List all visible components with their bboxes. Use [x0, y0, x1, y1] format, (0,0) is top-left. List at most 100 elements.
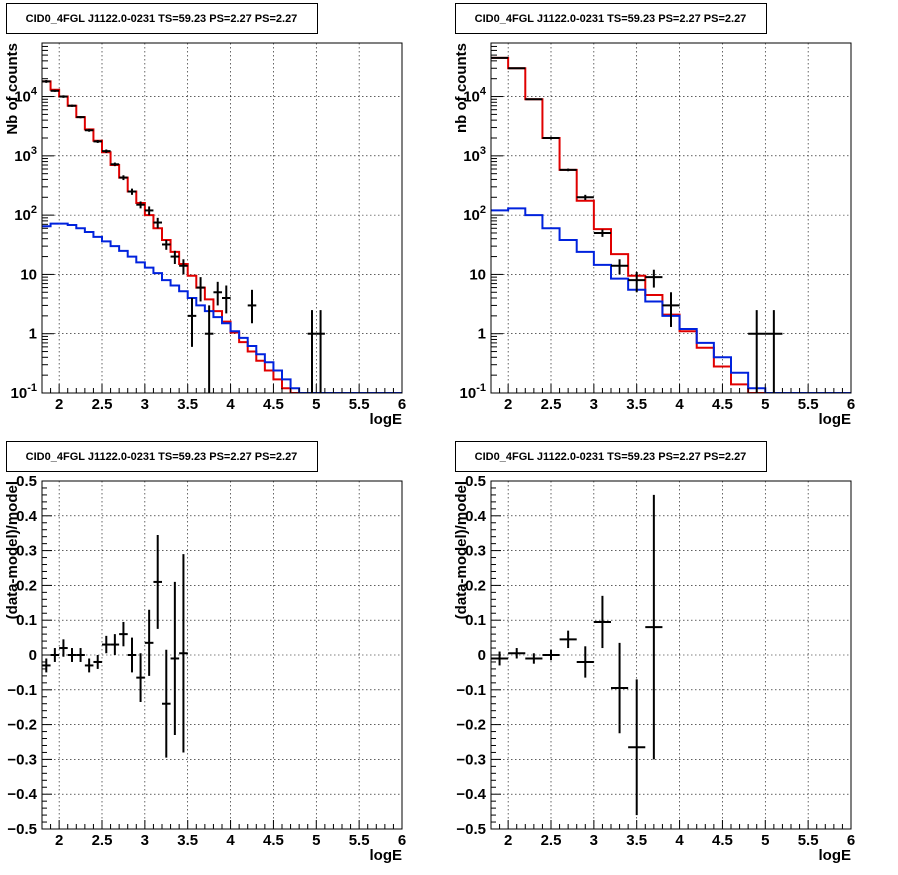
data-point [187, 298, 197, 347]
y-axis-title: Nb of counts [4, 43, 21, 135]
chart-title: CID0_4FGL J1122.0-0231 TS=59.23 PS=2.27 … [475, 451, 747, 463]
x-tick-label: 4.5 [712, 832, 733, 849]
x-tick-label: 3 [590, 396, 598, 413]
data-point [508, 67, 526, 70]
background-model-histogram [42, 222, 402, 393]
data-point [748, 310, 766, 393]
data-point [42, 80, 51, 83]
y-tick-label: 0.1 [465, 612, 486, 629]
total-model-histogram [491, 56, 851, 393]
data-point [153, 534, 162, 629]
y-tick-label: −0.3 [7, 751, 37, 768]
data-point [153, 217, 162, 229]
y-tick-label: −0.2 [456, 717, 486, 734]
data-point [50, 89, 60, 92]
y-tick-label: 10 [20, 266, 37, 283]
y-tick-label: 0.2 [465, 577, 486, 594]
y-tick-label: 104 [463, 86, 487, 106]
y-tick-label: 10 [469, 266, 486, 283]
x-tick-label: 2 [504, 832, 512, 849]
x-tick-label: 6 [847, 832, 855, 849]
chart-panel-4: 2 2.5 3 3.5 4 4.5 5 5.5 6 −0.5 −0.4 −0.3 −0.2 −0.1 0 0.… [453, 441, 855, 864]
data-point [59, 95, 68, 98]
plot-area [491, 494, 663, 816]
x-tick-label: 2 [55, 396, 63, 413]
x-axis: 2 2.5 3 3.5 4 4.5 5 5.5 6 [50, 384, 406, 413]
y-tick-label: −0.3 [456, 751, 486, 768]
x-tick-label: 4 [675, 396, 684, 413]
chart-panel-3: 2 2.5 3 3.5 4 4.5 5 5.5 6 −0.5 −0.4 −0.3 −0.2 −0.1 0 0.… [4, 441, 406, 864]
y-tick-label: 0.3 [16, 543, 37, 560]
x-tick-label: 3.5 [626, 396, 647, 413]
data-point [162, 649, 171, 758]
data-point [491, 651, 509, 666]
y-tick-label: 102 [463, 204, 486, 224]
data-point [662, 292, 680, 327]
data-point [84, 658, 94, 673]
x-tick-label: 5.5 [798, 396, 819, 413]
x-tick-label: 2.5 [92, 396, 113, 413]
data-point [316, 310, 325, 393]
x-tick-label: 5 [312, 832, 320, 849]
grid [491, 43, 851, 393]
data-point [59, 639, 68, 657]
data-point [93, 655, 102, 669]
x-tick-label: 2 [55, 832, 63, 849]
title-box [6, 441, 318, 472]
data-point [542, 136, 560, 140]
data-point [179, 554, 188, 753]
data-point [491, 56, 509, 59]
data-point [559, 630, 577, 649]
y-tick-label: −0.5 [7, 821, 37, 838]
x-tick-label: 5.5 [349, 832, 370, 849]
y-tick-label: −0.4 [7, 786, 37, 803]
data-point [593, 229, 611, 237]
y-axis-title: (data-model)/model [4, 481, 21, 619]
y-tick-label: −0.2 [7, 717, 37, 734]
data-point [170, 581, 180, 736]
y-axis-title: (data-model)/model [453, 481, 470, 619]
data-point [628, 271, 646, 293]
x-tick-label: 4 [226, 396, 235, 413]
y-axis: −0.5 −0.4 −0.3 −0.2 −0.1 0 0.1 0.2 0.3 0.4 0.5 [456, 473, 501, 838]
data-point [508, 648, 526, 659]
data-point [144, 609, 154, 676]
grid [42, 43, 402, 393]
x-axis-title: logE [819, 411, 852, 428]
data-point [110, 162, 120, 167]
y-tick-label: −0.4 [456, 786, 486, 803]
grid [42, 481, 402, 829]
data-point [93, 139, 102, 143]
x-tick-label: 3 [141, 396, 149, 413]
y-tick-label: −0.1 [7, 682, 37, 699]
chart-title: CID0_4FGL J1122.0-0231 TS=59.23 PS=2.27 … [26, 13, 298, 25]
background-model-histogram [491, 207, 851, 393]
plot-area [42, 80, 402, 393]
y-tick-label: 10-1 [460, 382, 486, 402]
x-tick-label: 6 [398, 832, 406, 849]
data-point [170, 250, 180, 264]
x-tick-label: 5 [761, 832, 769, 849]
data-point [611, 259, 629, 275]
data-point [127, 637, 137, 673]
data-point [559, 168, 577, 172]
y-tick-label: 0.5 [465, 473, 486, 490]
data-point [222, 285, 231, 314]
x-tick-label: 5 [312, 396, 320, 413]
y-tick-label: 102 [14, 204, 37, 224]
y-tick-label: 1 [478, 326, 486, 343]
data-point [102, 635, 111, 654]
data-point [162, 240, 171, 250]
data-point [645, 494, 663, 760]
x-tick-label: 3 [141, 832, 149, 849]
data-point [576, 194, 594, 200]
y-tick-label: −0.5 [456, 821, 486, 838]
data-point [213, 281, 222, 306]
data-point [542, 649, 560, 661]
x-axis: 2 2.5 3 3.5 4 4.5 5 5.5 6 [499, 384, 855, 413]
x-tick-label: 6 [847, 396, 855, 413]
data-point [67, 104, 77, 107]
y-tick-label: 0.1 [16, 612, 37, 629]
x-tick-label: 3.5 [177, 396, 198, 413]
